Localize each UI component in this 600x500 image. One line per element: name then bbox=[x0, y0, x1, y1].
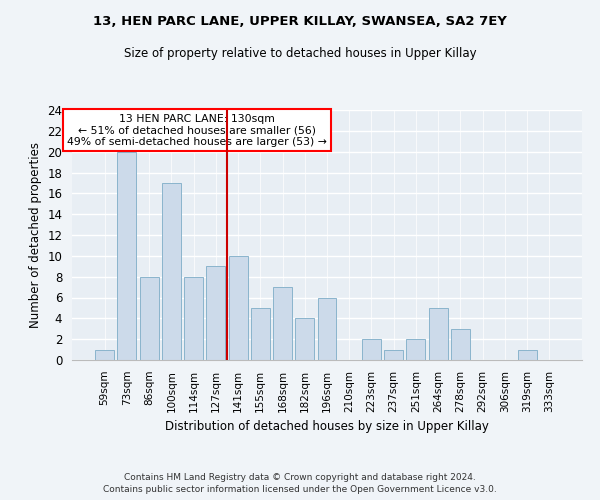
X-axis label: Distribution of detached houses by size in Upper Killay: Distribution of detached houses by size … bbox=[165, 420, 489, 433]
Bar bbox=[251, 308, 270, 360]
Bar bbox=[140, 276, 158, 360]
Bar bbox=[451, 329, 470, 360]
Bar bbox=[206, 266, 225, 360]
Bar bbox=[273, 287, 292, 360]
Bar bbox=[384, 350, 403, 360]
Text: 13, HEN PARC LANE, UPPER KILLAY, SWANSEA, SA2 7EY: 13, HEN PARC LANE, UPPER KILLAY, SWANSEA… bbox=[93, 15, 507, 28]
Bar bbox=[317, 298, 337, 360]
Bar bbox=[184, 276, 203, 360]
Bar bbox=[229, 256, 248, 360]
Text: Contains HM Land Registry data © Crown copyright and database right 2024.: Contains HM Land Registry data © Crown c… bbox=[124, 474, 476, 482]
Bar bbox=[162, 183, 181, 360]
Bar bbox=[118, 152, 136, 360]
Bar bbox=[406, 339, 425, 360]
Bar bbox=[429, 308, 448, 360]
Text: Size of property relative to detached houses in Upper Killay: Size of property relative to detached ho… bbox=[124, 48, 476, 60]
Bar bbox=[362, 339, 381, 360]
Bar bbox=[95, 350, 114, 360]
Bar bbox=[518, 350, 536, 360]
Text: 13 HEN PARC LANE: 130sqm
← 51% of detached houses are smaller (56)
49% of semi-d: 13 HEN PARC LANE: 130sqm ← 51% of detach… bbox=[67, 114, 327, 147]
Y-axis label: Number of detached properties: Number of detached properties bbox=[29, 142, 42, 328]
Text: Contains public sector information licensed under the Open Government Licence v3: Contains public sector information licen… bbox=[103, 484, 497, 494]
Bar bbox=[295, 318, 314, 360]
